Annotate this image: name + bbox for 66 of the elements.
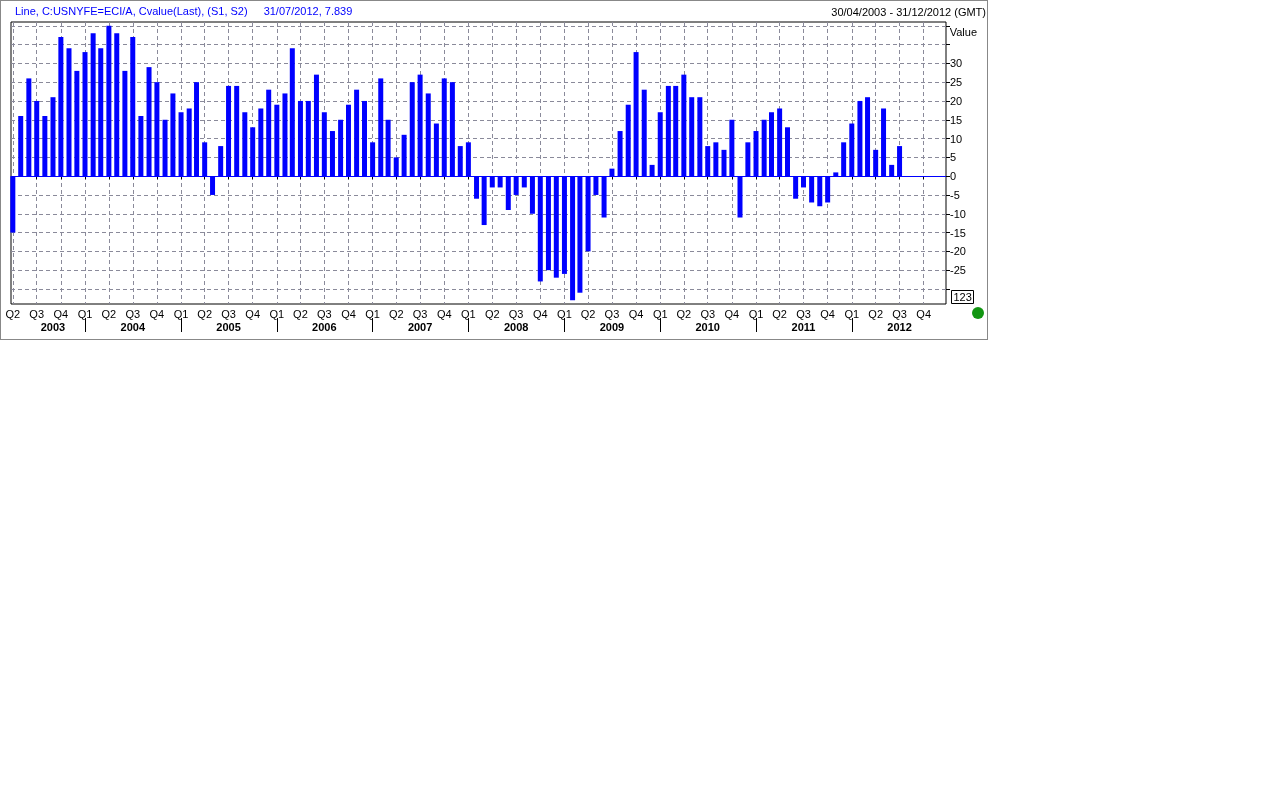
x-tick-label: Q4 xyxy=(436,307,452,320)
y-tick-label: 15 xyxy=(950,113,963,126)
x2-tick-label: 2003 xyxy=(40,320,66,333)
y-tick-label: -10 xyxy=(950,207,966,220)
x-tick-label: Q1 xyxy=(77,307,93,320)
x2-tick-label: 2004 xyxy=(120,320,146,333)
x-tick-label: Q1 xyxy=(173,307,189,320)
x-tick-label: Q3 xyxy=(796,307,811,320)
x2-tick-label: 2011 xyxy=(791,320,816,333)
x-tick-label: Q2 xyxy=(580,307,596,320)
x-tick-label: Q1 xyxy=(461,307,476,320)
x-tick-label: Q3 xyxy=(604,307,620,320)
x-tick-label: Q4 xyxy=(724,307,740,320)
y-tick-label: 25 xyxy=(950,76,963,89)
x-tick-label: Q1 xyxy=(365,307,380,320)
x-tick-label: Q4 xyxy=(820,307,835,320)
x-tick-label: Q2 xyxy=(868,307,884,320)
x2-tick-label: 2007 xyxy=(407,320,433,333)
x2-tick-label: 2006 xyxy=(312,320,337,333)
chart-subtitle: 30/04/2003 - 31/12/2012 (GMT) xyxy=(831,5,987,18)
x-tick-label: Q3 xyxy=(221,307,236,320)
x-tick-label: Q2 xyxy=(197,307,213,320)
x2-tick-label: 2010 xyxy=(695,320,720,333)
y-tick-label: -15 xyxy=(950,226,966,239)
x-tick-label: Q4 xyxy=(245,307,261,320)
x-tick-label: Q2 xyxy=(388,307,404,320)
y-tick-label: 30 xyxy=(950,57,963,70)
x-tick-label: Q3 xyxy=(700,307,716,320)
x-tick-label: Q1 xyxy=(652,307,668,320)
x-tick-label: Q1 xyxy=(557,307,572,320)
x-tick-label: Q3 xyxy=(892,307,907,320)
y-axis-title: Value xyxy=(949,25,978,38)
y-tick-label: -25 xyxy=(950,264,966,277)
text: 31/07/2012, 7.839 xyxy=(263,5,353,17)
x-tick-label: Q2 xyxy=(5,307,21,320)
x-tick-label: Q3 xyxy=(125,307,141,320)
x-tick-label: Q4 xyxy=(916,307,932,320)
x-tick-label: Q2 xyxy=(101,307,117,320)
y-tick-label: 0 xyxy=(950,170,957,183)
x-tick-label: Q3 xyxy=(29,307,45,320)
text: Line, C:USNYFE=ECI/A, Cvalue(Last), (S1, S2) xyxy=(15,5,248,17)
x-tick-label: Q3 xyxy=(316,307,332,320)
y-tick-label: 20 xyxy=(950,94,963,107)
x2-tick-label: 2012 xyxy=(887,320,912,333)
x-tick-label: Q2 xyxy=(484,307,500,320)
x-tick-label: Q4 xyxy=(532,307,548,320)
text: 123 xyxy=(953,291,972,303)
x-tick-label: Q1 xyxy=(844,307,860,320)
y-tick-label: -20 xyxy=(950,245,966,258)
x-tick-label: Q4 xyxy=(53,307,69,320)
x-tick-label: Q3 xyxy=(508,307,524,320)
y-tick-label: 10 xyxy=(950,132,963,145)
x-tick-label: Q2 xyxy=(676,307,692,320)
x-tick-label: Q3 xyxy=(412,307,428,320)
y-tick-label: -5 xyxy=(950,188,960,201)
x-tick-label: Q4 xyxy=(341,307,356,320)
x-tick-label: Q1 xyxy=(748,307,764,320)
x-tick-label: Q2 xyxy=(772,307,787,320)
y-tick-label: 5 xyxy=(950,151,957,164)
x2-tick-label: 2008 xyxy=(503,320,529,333)
x2-tick-label: 2005 xyxy=(216,320,241,333)
x-tick-label: Q4 xyxy=(149,307,165,320)
x-tick-label: Q2 xyxy=(293,307,308,320)
x2-tick-label: 2009 xyxy=(599,320,625,333)
x-tick-label: Q1 xyxy=(269,307,285,320)
x-tick-label: Q4 xyxy=(628,307,644,320)
